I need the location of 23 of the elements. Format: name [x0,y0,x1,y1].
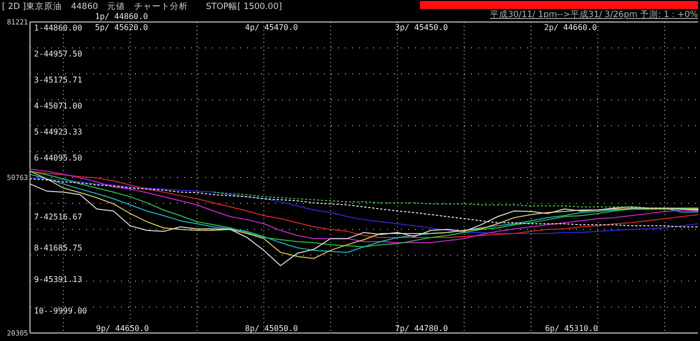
annotation: 1-44860.00 [34,24,82,33]
text: 1p/ 44860.0 [95,12,148,21]
annotation: 8p/ 45050.0 [245,324,298,333]
annotation: 4p/ 45470.0 [245,23,298,32]
line-series [213,192,698,208]
annotation: 4-45071.00 [34,102,82,111]
annotation: 3p/ 45450.0 [395,23,448,32]
annotation: 3-45175.71 [34,76,82,85]
annotation: 5-44923.33 [34,128,82,137]
annotation: 9-45391.13 [34,274,82,284]
chart-title: [ 2D ]東京原油 44860 元値 チャート分析 STOP幅[ 1500.00] [2,1,282,12]
annotation: 2p/ 44660.0 [544,23,598,32]
annotation: 6p/ 45310.0 [545,324,598,333]
annotation: 6-44095.50 [34,154,82,163]
annotation: 10--9999.00 [34,306,88,316]
line-series [30,183,698,266]
annotation: 2-44957.50 [34,50,82,59]
annotation: 7-42516.67 [34,212,82,222]
annotation: 7p/ 44780.0 [395,324,448,333]
annotation: 9p/ 44650.0 [96,324,150,333]
annotation: 5p/ 45620.0 [95,23,148,32]
chart-subtitle: 平成30/11/ 1pm-->平成31/ 3/26pm 予測: 1 : +0% [490,9,698,20]
annotation: 8-41685.75 [34,244,82,253]
